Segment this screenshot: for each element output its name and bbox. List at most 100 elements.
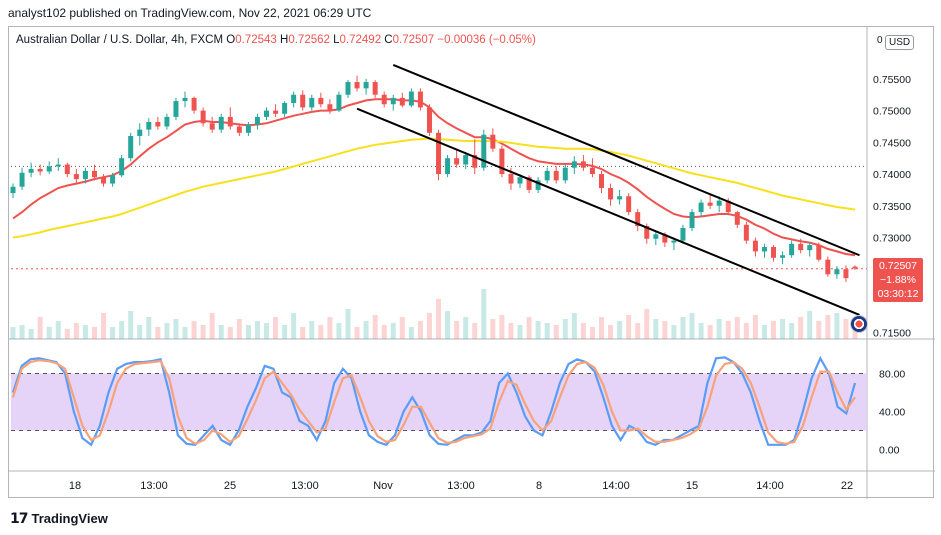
candle-body xyxy=(843,269,849,279)
symbol-name: Australian Dollar / U.S. Dollar, 4h, FXC… xyxy=(16,34,224,46)
candle-body xyxy=(200,110,206,124)
candle-body xyxy=(254,116,260,125)
candle-body xyxy=(209,123,215,130)
candle-body xyxy=(752,240,758,252)
volume-bar xyxy=(245,325,251,339)
volume-bar xyxy=(743,323,749,339)
volume-bar xyxy=(517,325,523,339)
stochastic-d-line xyxy=(11,359,856,446)
candle-body xyxy=(82,170,88,180)
volume-bar xyxy=(553,325,559,339)
price-tick-label: 0.75000 xyxy=(873,106,911,118)
candle-body xyxy=(110,175,116,184)
volume-bar xyxy=(73,323,79,339)
volume-bar xyxy=(843,319,849,339)
candle-body xyxy=(218,116,224,130)
publisher-line: analyst102 published on TradingView.com,… xyxy=(8,6,372,20)
volume-bar xyxy=(182,327,188,339)
ohlc-close: 0.72507 xyxy=(392,34,435,46)
candle-body xyxy=(137,129,143,136)
candle-body xyxy=(146,122,152,130)
candle-body xyxy=(689,212,695,228)
last-price-tag: 0.72507 −1.88% 03:30:12 xyxy=(873,258,923,302)
stochastic-tick-label: 80.00 xyxy=(879,369,905,381)
time-tick-label: 13:00 xyxy=(291,480,319,492)
volume-bar xyxy=(28,329,34,339)
footer-brand[interactable]: 𝟭𝟳 TradingView xyxy=(10,510,108,527)
candle-body xyxy=(28,168,34,173)
volume-bar xyxy=(644,309,650,339)
volume-bar xyxy=(472,323,478,339)
volume-bar xyxy=(671,325,677,339)
candle-body xyxy=(780,255,786,258)
volume-bar xyxy=(761,325,767,339)
candle-body xyxy=(46,166,52,172)
candle-body xyxy=(318,97,324,105)
volume-bar xyxy=(752,315,758,339)
volume-bar xyxy=(807,311,813,339)
volume-bar xyxy=(191,321,197,339)
candle-body xyxy=(390,97,396,105)
volume-bar xyxy=(318,325,324,339)
price-tick-label: 0.73000 xyxy=(873,232,911,244)
volume-bar xyxy=(481,289,487,339)
last-price: 0.72507 xyxy=(879,260,917,272)
candle-body xyxy=(463,155,469,165)
price-tick-label: 0.75500 xyxy=(873,74,911,86)
candle-body xyxy=(635,212,641,227)
candle-body xyxy=(445,158,451,175)
candle-body xyxy=(91,170,97,178)
volume-bar xyxy=(390,323,396,339)
candle-body xyxy=(644,226,650,239)
volume-bar xyxy=(445,311,451,339)
candle-body xyxy=(481,134,487,168)
candle-body xyxy=(589,167,595,175)
volume-bar xyxy=(264,323,270,339)
symbol-legend: Australian Dollar / U.S. Dollar, 4h, FXC… xyxy=(16,34,536,46)
volume-bar xyxy=(417,321,423,339)
candle-body xyxy=(164,116,170,127)
price-tick-label: 0.71500 xyxy=(873,328,911,340)
chart-frame[interactable]: 0.75500 0.75000 0.74500 0.74000 0.73500 0.730… xyxy=(8,26,935,499)
flag-icon xyxy=(850,315,868,333)
candle-body xyxy=(608,187,614,200)
candle-body xyxy=(662,234,668,243)
candle-body xyxy=(55,164,61,167)
candle-body xyxy=(273,110,279,114)
candle-body xyxy=(381,94,387,105)
candle-body xyxy=(807,245,813,251)
candle-body xyxy=(64,164,70,175)
volume-bar xyxy=(662,321,668,339)
volume-bar xyxy=(816,321,822,339)
candle-body xyxy=(544,170,550,181)
stochastic-tick-label: 0.00 xyxy=(879,445,900,457)
moving-average-long xyxy=(12,137,856,239)
candle-body xyxy=(227,116,233,127)
candle-body xyxy=(37,168,43,172)
last-change-pct: −1.88% xyxy=(880,274,916,286)
volume-bar xyxy=(589,327,595,339)
candle-body xyxy=(789,243,795,256)
volume-bar xyxy=(535,321,541,339)
volume-bar xyxy=(372,315,378,339)
volume-bar xyxy=(19,325,25,339)
volume-bar xyxy=(209,313,215,339)
candle-body xyxy=(417,91,423,108)
volume-bar xyxy=(128,311,134,339)
candle-body xyxy=(598,174,604,188)
volume-bar xyxy=(200,325,206,339)
currency-badge[interactable]: USD xyxy=(885,35,915,50)
candle-body xyxy=(264,110,270,117)
footer-brand-name: TradingView xyxy=(31,511,108,526)
candle-body xyxy=(173,101,179,117)
candle-body xyxy=(472,155,478,168)
candle-body xyxy=(354,82,360,89)
candle-body xyxy=(345,82,351,95)
chart-svg[interactable]: 0.75500 0.75000 0.74500 0.74000 0.73500 0.730… xyxy=(9,27,935,499)
volume-bar xyxy=(698,323,704,339)
time-tick-label: 25 xyxy=(224,480,236,492)
candle-body xyxy=(73,174,79,180)
candle-body xyxy=(490,134,496,149)
volume-bar xyxy=(508,323,514,339)
candle-body xyxy=(454,158,460,165)
